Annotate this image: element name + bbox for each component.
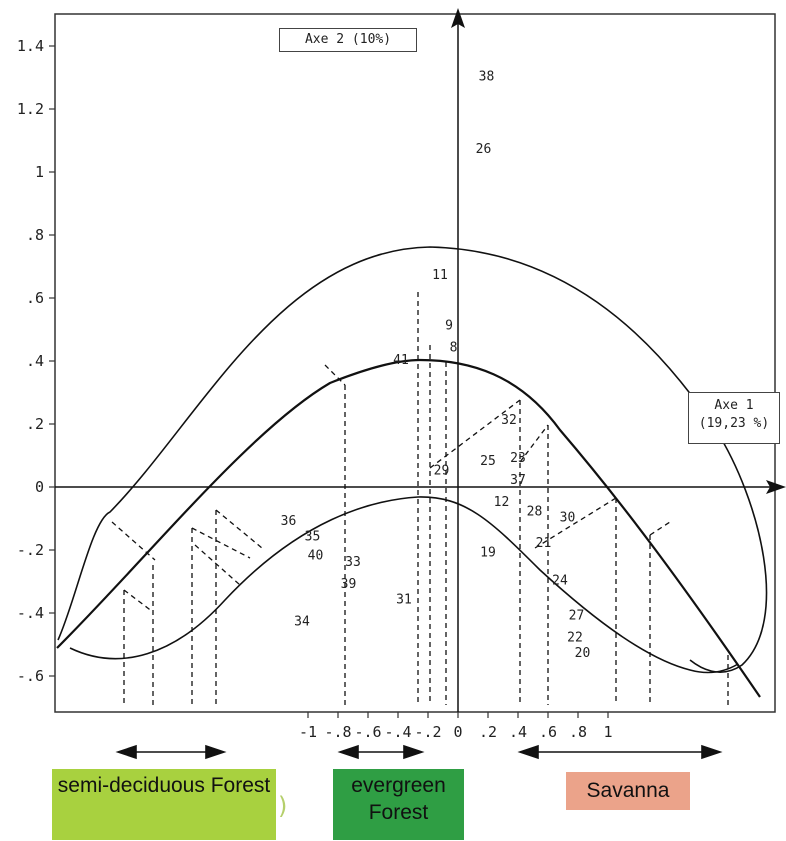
- point-label-28: 28: [527, 504, 543, 519]
- axis1-arrow: [766, 480, 786, 494]
- y-tick-label: .6: [26, 289, 44, 307]
- y-tick-label: .8: [26, 226, 44, 244]
- central-arch-curve: [56, 358, 761, 698]
- lower-envelope-curve: [69, 496, 739, 674]
- point-label-19: 19: [480, 545, 496, 560]
- projection-line: [519, 424, 549, 463]
- axis1-label: Axe 1: [714, 398, 754, 413]
- projection-line: [111, 521, 156, 561]
- point-label-31: 31: [396, 593, 412, 608]
- point-label-24: 24: [552, 574, 568, 589]
- point-label-21: 21: [536, 536, 552, 551]
- point-label-34: 34: [294, 615, 310, 630]
- point-label-25: 25: [480, 454, 496, 469]
- projection-line: [123, 589, 154, 613]
- point-label-20: 20: [575, 646, 591, 661]
- point-label-11: 11: [432, 268, 448, 283]
- x-tick-label: -.6: [354, 723, 381, 741]
- zone-semi-deciduous-forest: semi-deciduous Forest: [52, 769, 276, 840]
- point-label-36: 36: [281, 514, 297, 529]
- projection-line: [534, 497, 617, 549]
- semi-deciduous-range-arrowhead-left: [115, 744, 137, 760]
- axis2-arrow: [451, 8, 465, 28]
- point-label-35: 35: [305, 530, 321, 545]
- point-label-37: 37: [510, 473, 526, 488]
- point-label-29: 29: [434, 463, 450, 478]
- y-tick-label: 1: [35, 163, 44, 181]
- x-tick-label: .6: [539, 723, 557, 741]
- projection-line: [215, 509, 263, 549]
- y-tick-label: 1.4: [17, 37, 44, 55]
- y-tick-label: 0: [35, 478, 44, 496]
- axis2-title: Axe 2 (10%): [279, 28, 417, 52]
- x-tick-label: -1: [299, 723, 317, 741]
- x-tick-label: -.4: [384, 723, 411, 741]
- axis1-variance: (19,23 %): [698, 416, 770, 431]
- point-label-30: 30: [560, 511, 576, 526]
- y-tick-label: .4: [26, 352, 44, 370]
- x-tick-label: -.8: [324, 723, 351, 741]
- y-tick-label: -.4: [17, 604, 44, 622]
- point-label-9: 9: [445, 319, 453, 334]
- point-label-23: 23: [510, 451, 526, 466]
- point-label-40: 40: [308, 548, 324, 563]
- evergreen-range-arrowhead-left: [337, 744, 359, 760]
- zone-evergreen-forest: evergreen Forest: [333, 769, 464, 840]
- point-label-32: 32: [501, 413, 517, 428]
- projection-line: [194, 544, 241, 586]
- projection-line: [191, 527, 251, 559]
- point-label-33: 33: [345, 555, 361, 570]
- point-label-39: 39: [341, 577, 357, 592]
- y-tick-label: 1.2: [17, 100, 44, 118]
- point-label-26: 26: [476, 142, 492, 157]
- semi-deciduous-range-arrowhead-right: [205, 744, 227, 760]
- y-tick-label: -.2: [17, 541, 44, 559]
- y-tick-label: .2: [26, 415, 44, 433]
- x-tick-label: .8: [569, 723, 587, 741]
- axis1-title: Axe 1 (19,23 %): [688, 392, 780, 444]
- projection-line: [324, 364, 346, 386]
- plot-frame: [54, 13, 776, 713]
- outer-envelope-curve: [57, 246, 768, 673]
- zone-savanna: Savanna: [566, 772, 690, 810]
- point-label-12: 12: [494, 495, 510, 510]
- y-tick-label: -.6: [17, 667, 44, 685]
- evergreen-range-arrowhead-right: [403, 744, 425, 760]
- projection-line: [649, 521, 671, 536]
- savanna-range-arrowhead-left: [517, 744, 539, 760]
- x-tick-label: 1: [603, 723, 612, 741]
- x-tick-label: .4: [509, 723, 527, 741]
- projection-line: [429, 399, 521, 469]
- x-tick-label: .2: [479, 723, 497, 741]
- point-label-27: 27: [569, 608, 585, 623]
- point-label-38: 38: [479, 70, 495, 85]
- point-label-22: 22: [567, 630, 583, 645]
- point-label-41: 41: [393, 353, 409, 368]
- savanna-range-arrowhead-right: [701, 744, 723, 760]
- x-tick-label: -.2: [414, 723, 441, 741]
- paren-mark: ): [278, 792, 288, 820]
- point-label-8: 8: [450, 341, 458, 356]
- x-tick-label: 0: [453, 723, 462, 741]
